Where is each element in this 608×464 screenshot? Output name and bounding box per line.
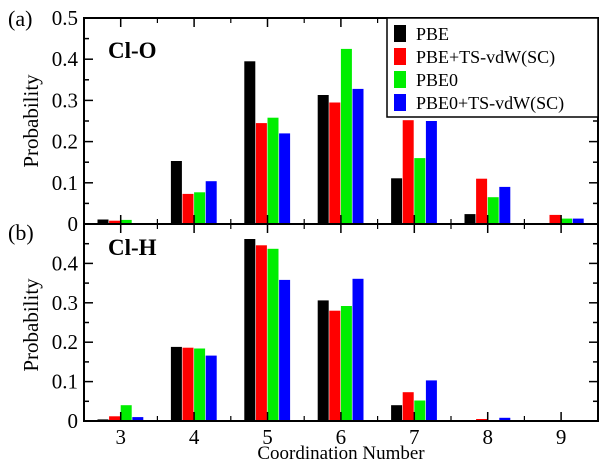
x-tick-label: 8 <box>482 425 493 449</box>
y-tick-label: 0.4 <box>52 47 79 71</box>
bar-pbe-ts-vdw-sc--6 <box>329 102 341 224</box>
panel-cl-o: (a) Cl-O Probability 0 0.1 0.2 0.3 0.4 0.5 <box>8 6 599 236</box>
bar-pbe0-ts-vdw-sc--7 <box>425 121 437 224</box>
bar-pbe0-ts-vdw-sc--8 <box>499 417 511 421</box>
bar-pbe-8 <box>464 214 476 224</box>
bar-pbe-4 <box>170 346 182 421</box>
legend-box <box>386 17 599 118</box>
y-tick-label: 0.3 <box>52 88 78 112</box>
x-tick-label: 9 <box>556 425 567 449</box>
x-tick-label: 3 <box>115 425 126 449</box>
bar-pbe0-ts-vdw-sc--6 <box>352 88 364 225</box>
bar-pbe-ts-vdw-sc--3 <box>109 220 121 224</box>
bar-pbe0-5 <box>267 117 279 224</box>
legend-label: PBE <box>416 24 449 44</box>
y-tick-label: 0.4 <box>52 251 79 275</box>
bar-pbe0-8 <box>487 197 499 224</box>
bar-pbe0-3 <box>120 405 132 421</box>
x-tick-label: 5 <box>262 425 273 449</box>
y-axis-label: Probability <box>19 278 43 372</box>
bar-pbe-6 <box>317 95 329 224</box>
x-tick-label: 7 <box>409 425 420 449</box>
bar-pbe-7 <box>391 405 403 421</box>
bar-pbe0-7 <box>414 400 426 421</box>
y-tick-label: 0.1 <box>52 171 78 195</box>
ticks-group: 3 4 5 6 7 8 9 0 0.1 0.2 0.3 0.4 <box>52 223 598 449</box>
legend-swatch <box>394 25 406 42</box>
panel-title: Cl-O <box>108 38 157 63</box>
y-tick-label: 0 <box>68 212 79 236</box>
bar-pbe-ts-vdw-sc--5 <box>255 245 267 421</box>
bar-pbe0-9 <box>561 218 573 224</box>
y-tick-label: 0.3 <box>52 291 78 315</box>
bar-pbe0-ts-vdw-sc--5 <box>279 133 291 224</box>
legend-label: PBE0 <box>416 70 458 90</box>
bar-pbe0-5 <box>267 248 279 421</box>
bar-pbe0-7 <box>414 158 426 224</box>
y-tick-label: 0.5 <box>52 6 78 30</box>
bar-pbe-ts-vdw-sc--7 <box>402 392 414 421</box>
y-tick-label: 0 <box>68 409 79 433</box>
bar-pbe-5 <box>244 239 256 421</box>
bar-pbe0-ts-vdw-sc--5 <box>279 279 291 421</box>
bar-pbe0-ts-vdw-sc--3 <box>132 417 144 421</box>
bar-pbe0-ts-vdw-sc--8 <box>499 186 511 224</box>
bar-pbe-ts-vdw-sc--8 <box>476 178 488 224</box>
bar-pbe0-6 <box>340 306 352 421</box>
panel-cl-h: (b) Cl-H Probability 3 4 5 6 7 8 9 0 0.1 0.2 0.3 0.… <box>8 220 599 449</box>
bar-pbe-ts-vdw-sc--4 <box>182 347 194 421</box>
legend-swatch <box>394 48 406 65</box>
bar-pbe-5 <box>244 61 256 224</box>
x-tick-label: 6 <box>336 425 347 449</box>
bar-pbe0-ts-vdw-sc--7 <box>425 380 437 421</box>
bar-pbe-ts-vdw-sc--6 <box>329 310 341 421</box>
legend-swatch <box>394 94 406 111</box>
y-tick-label: 0.2 <box>52 130 78 154</box>
y-axis-label: Probability <box>19 74 43 168</box>
panel-title: Cl-H <box>108 235 157 260</box>
x-tick-label: 4 <box>189 425 200 449</box>
panel-label: (a) <box>8 6 32 31</box>
bar-pbe-ts-vdw-sc--5 <box>255 123 267 224</box>
bars-group <box>97 48 584 225</box>
bar-pbe0-ts-vdw-sc--4 <box>205 355 217 421</box>
panel-label: (b) <box>8 220 34 245</box>
plot-frame <box>83 223 599 422</box>
bar-pbe-6 <box>317 300 329 421</box>
bar-pbe-7 <box>391 178 403 224</box>
y-tick-label: 0.2 <box>52 330 78 354</box>
bar-pbe-ts-vdw-sc--4 <box>182 193 194 224</box>
legend-swatch <box>394 71 406 88</box>
bar-pbe0-ts-vdw-sc--4 <box>205 181 217 224</box>
bar-pbe-3 <box>97 219 109 224</box>
legend-label: PBE0+TS-vdW(SC) <box>416 93 564 114</box>
bar-pbe-ts-vdw-sc--3 <box>109 416 121 421</box>
y-tick-label: 0.1 <box>52 370 78 394</box>
bar-pbe-ts-vdw-sc--9 <box>549 214 561 224</box>
bar-pbe-ts-vdw-sc--7 <box>402 120 414 224</box>
bar-pbe0-ts-vdw-sc--6 <box>352 278 364 421</box>
bar-pbe-4 <box>170 161 182 224</box>
bars-group <box>97 239 511 421</box>
bar-pbe0-ts-vdw-sc--9 <box>572 218 584 224</box>
bar-pbe0-3 <box>120 219 132 224</box>
legend: PBE PBE+TS-vdW(SC)PBE0 PBE0+TS-vdW(SC) <box>386 17 599 118</box>
x-axis-label: Coordination Number <box>257 443 425 464</box>
legend-label: PBE+TS-vdW(SC) <box>416 47 555 68</box>
bar-pbe0-4 <box>194 192 206 224</box>
bar-pbe0-6 <box>340 48 352 225</box>
bar-pbe0-4 <box>194 348 206 421</box>
